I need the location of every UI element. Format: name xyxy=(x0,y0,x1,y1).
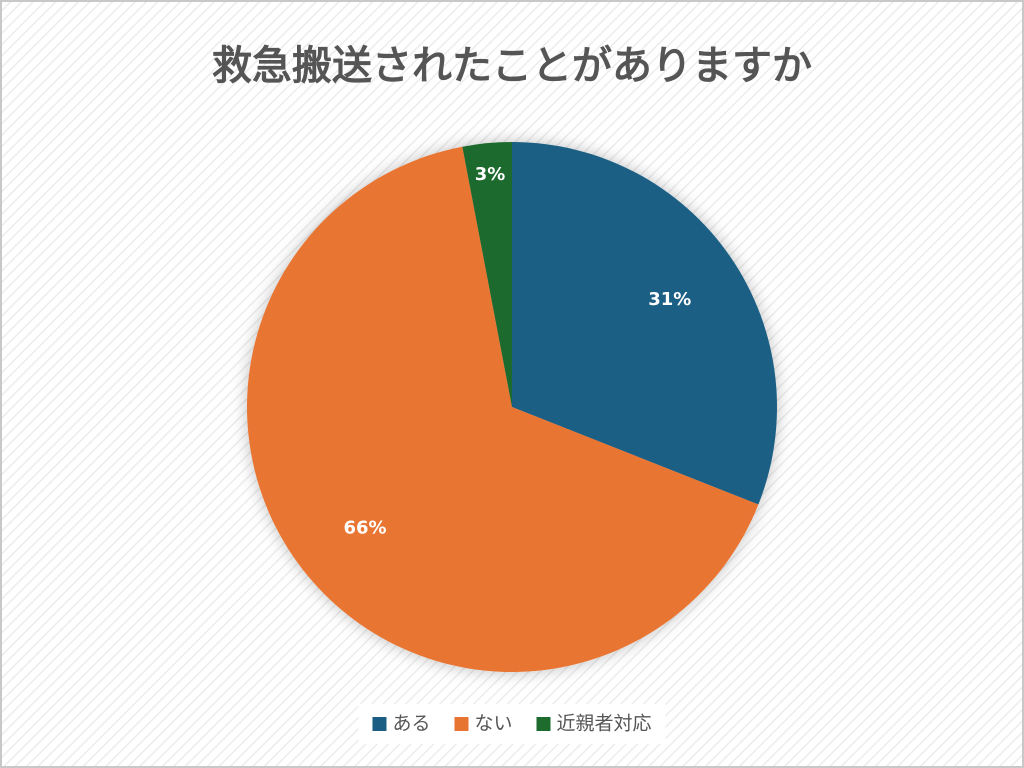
data-label: 3% xyxy=(475,164,506,185)
data-label: 66% xyxy=(343,518,386,539)
legend-label: ない xyxy=(474,713,512,735)
pie-slice xyxy=(462,142,512,407)
legend-background xyxy=(358,704,666,744)
data-label: 31% xyxy=(648,289,691,310)
chart-title: 救急搬送されたことがありますか xyxy=(212,43,812,89)
legend-swatch xyxy=(536,717,551,731)
legend-swatch xyxy=(372,717,387,731)
legend-label: ある xyxy=(392,713,430,735)
pie-slice xyxy=(512,142,777,505)
labels: 31% 66% 3% xyxy=(343,164,691,539)
pie-slice xyxy=(247,146,759,673)
legend: ある ない 近親者対応 xyxy=(372,713,652,735)
pie xyxy=(247,142,777,673)
legend-swatch xyxy=(454,717,469,731)
legend-label: 近親者対応 xyxy=(557,713,652,735)
